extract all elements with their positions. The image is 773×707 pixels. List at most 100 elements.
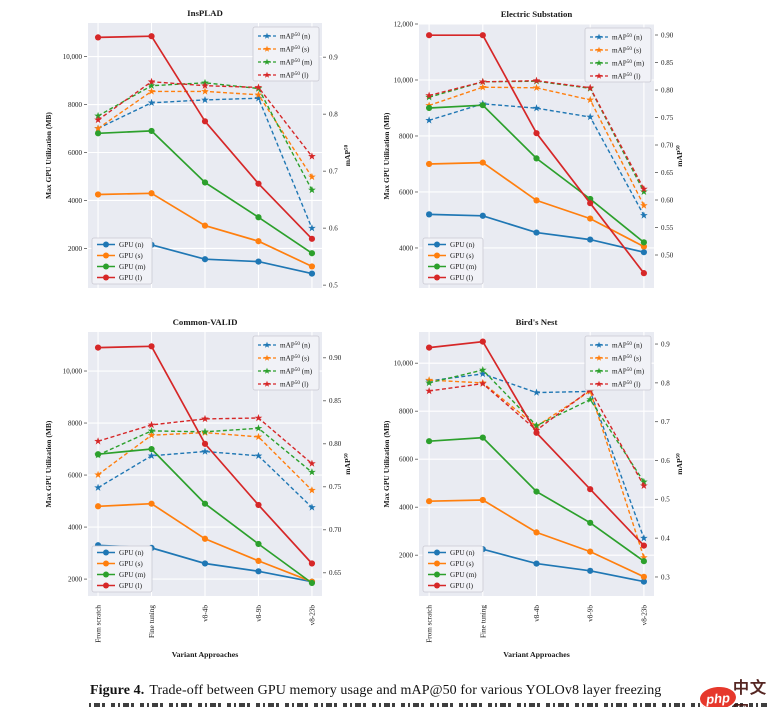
svg-text:0.5: 0.5	[329, 282, 338, 290]
svg-text:GPU (n): GPU (n)	[119, 549, 144, 557]
svg-text:0.90: 0.90	[661, 31, 674, 39]
x-axis-ticks: From scratch Fine tuning v8-4b v8-9b v8-23b	[95, 605, 317, 643]
svg-text:mAP50 (m): mAP50 (m)	[612, 367, 645, 376]
svg-text:0.75: 0.75	[661, 114, 674, 122]
svg-text:mAP50 (s): mAP50 (s)	[612, 46, 642, 55]
left-axis-label: Max GPU Utilization (MB)	[382, 420, 391, 507]
svg-text:0.65: 0.65	[329, 569, 342, 577]
left-axis-ticks: 2000 4000 6000 8000 10,000	[394, 360, 418, 560]
svg-text:Fine tuning: Fine tuning	[479, 605, 487, 638]
svg-text:0.80: 0.80	[329, 440, 342, 448]
series-map50-m	[425, 366, 648, 486]
chart-title: Common-VALID	[173, 317, 238, 327]
svg-text:mAP50 (s): mAP50 (s)	[280, 45, 310, 54]
gpu-legend: GPU (n) GPU (s) GPU (m) GPU (l)	[422, 545, 484, 593]
map50-legend: mAP50 (n) mAP50 (s) mAP50 (m) mAP50 (l)	[252, 335, 320, 391]
svg-text:2000: 2000	[68, 245, 83, 253]
series-map50-l	[425, 76, 648, 193]
svg-text:From scratch: From scratch	[426, 605, 434, 643]
svg-text:10,000: 10,000	[63, 53, 83, 61]
svg-text:mAP50 (n): mAP50 (n)	[280, 32, 311, 41]
chart-common-valid: 200040006000800010,0000.650.700.750.800.…	[44, 317, 352, 659]
watermark-site-text: 中文网	[733, 680, 768, 707]
svg-text:8000: 8000	[68, 419, 83, 427]
svg-text:0.9: 0.9	[329, 54, 338, 62]
series-gpu-l	[426, 32, 647, 277]
chart-title: Electric Substation	[501, 9, 573, 19]
chart-title: Bird's Nest	[516, 317, 558, 327]
svg-text:mAP50 (l): mAP50 (l)	[612, 380, 641, 389]
svg-text:0.90: 0.90	[329, 354, 342, 362]
gpu-legend: GPU (n) GPU (s) GPU (m) GPU (l)	[91, 237, 153, 285]
left-axis-ticks: 4000 6000 8000 10,000 12,000	[394, 20, 418, 252]
gpu-legend: GPU (n) GPU (s) GPU (m) GPU (l)	[91, 545, 153, 593]
gpu-legend: GPU (n) GPU (s) GPU (m) GPU (l)	[422, 237, 484, 285]
right-axis-ticks: 0.65 0.70 0.75 0.80 0.85 0.90	[323, 354, 342, 577]
svg-text:0.50: 0.50	[661, 251, 674, 259]
series-gpu-l	[94, 33, 316, 242]
svg-text:0.6: 0.6	[329, 225, 338, 233]
right-axis-label: mAP50	[675, 145, 684, 167]
map50-legend: mAP50 (n) mAP50 (s) mAP50 (m) mAP50 (l)	[584, 27, 652, 83]
svg-text:0.85: 0.85	[661, 59, 674, 67]
right-axis-ticks: 0.5 0.6 0.7 0.8 0.9	[323, 54, 338, 290]
chart-bird-s-nest: 2000 4000 6000 8000 10,000 0.3 0.4 0.5 0.6 0.7 0.8…	[382, 317, 684, 659]
svg-text:0.75: 0.75	[329, 483, 342, 491]
right-axis-ticks: 0.3 0.4 0.5 0.6 0.7 0.8 0.9	[655, 340, 670, 581]
svg-text:GPU (l): GPU (l)	[119, 274, 143, 282]
svg-text:From scratch: From scratch	[95, 605, 103, 643]
left-axis-label: Max GPU Utilization (MB)	[44, 112, 53, 199]
svg-text:GPU (s): GPU (s)	[119, 252, 143, 260]
series-gpu-m	[94, 127, 316, 257]
php-logo-text: php	[705, 689, 731, 707]
svg-text:mAP50 (n): mAP50 (n)	[612, 33, 643, 42]
svg-text:v8-4b: v8-4b	[533, 605, 541, 622]
svg-text:0.80: 0.80	[661, 86, 674, 94]
right-axis-ticks: 0.50 0.55 0.60 0.65 0.70 0.75 0.80 0.85 0.90	[655, 31, 674, 259]
left-axis-ticks: 2000 4000 6000 8000 10,000	[63, 367, 87, 583]
series-gpu-n	[426, 211, 647, 256]
svg-text:6000: 6000	[399, 456, 414, 464]
left-axis-label: Max GPU Utilization (MB)	[382, 112, 391, 199]
series-gpu-s	[94, 190, 316, 270]
svg-text:0.7: 0.7	[329, 168, 338, 176]
svg-text:0.6: 0.6	[661, 457, 670, 465]
svg-text:4000: 4000	[399, 244, 414, 252]
svg-text:mAP50 (m): mAP50 (m)	[280, 367, 313, 376]
svg-text:0.70: 0.70	[661, 141, 674, 149]
svg-text:mAP50 (s): mAP50 (s)	[612, 354, 642, 363]
left-axis-label: Max GPU Utilization (MB)	[44, 420, 53, 507]
svg-text:GPU (m): GPU (m)	[450, 571, 477, 579]
svg-text:0.65: 0.65	[661, 169, 674, 177]
svg-text:8000: 8000	[399, 408, 414, 416]
svg-text:4000: 4000	[399, 504, 414, 512]
svg-text:0.55: 0.55	[661, 224, 674, 232]
svg-text:4000: 4000	[68, 197, 83, 205]
x-axis-label: Variant Approaches	[172, 650, 239, 659]
svg-text:8000: 8000	[399, 132, 414, 140]
svg-text:GPU (s): GPU (s)	[119, 560, 143, 568]
svg-text:GPU (l): GPU (l)	[119, 582, 143, 590]
series-gpu-l	[94, 343, 316, 567]
svg-text:GPU (n): GPU (n)	[119, 241, 144, 249]
svg-text:0.7: 0.7	[661, 418, 670, 426]
svg-text:10,000: 10,000	[394, 76, 414, 84]
svg-text:4000: 4000	[68, 523, 83, 531]
x-axis-ticks: From scratch Fine tuning v8-4b v8-9b v8-23b	[426, 605, 649, 643]
svg-text:Fine tuning: Fine tuning	[148, 605, 156, 638]
svg-text:12,000: 12,000	[394, 20, 414, 28]
svg-text:GPU (s): GPU (s)	[450, 560, 474, 568]
svg-text:GPU (s): GPU (s)	[450, 252, 474, 260]
svg-text:8000: 8000	[68, 101, 83, 109]
svg-text:mAP50 (n): mAP50 (n)	[612, 341, 643, 350]
series-gpu-s	[426, 159, 647, 250]
svg-text:0.9: 0.9	[661, 340, 670, 348]
svg-text:mAP50 (l): mAP50 (l)	[280, 71, 309, 80]
series-map50-l	[94, 77, 316, 160]
svg-text:GPU (n): GPU (n)	[450, 549, 475, 557]
svg-text:0.3: 0.3	[661, 573, 670, 581]
series-map50-n	[94, 447, 316, 511]
series-gpu-l	[426, 338, 647, 549]
caption-label: Figure 4.	[90, 683, 145, 698]
